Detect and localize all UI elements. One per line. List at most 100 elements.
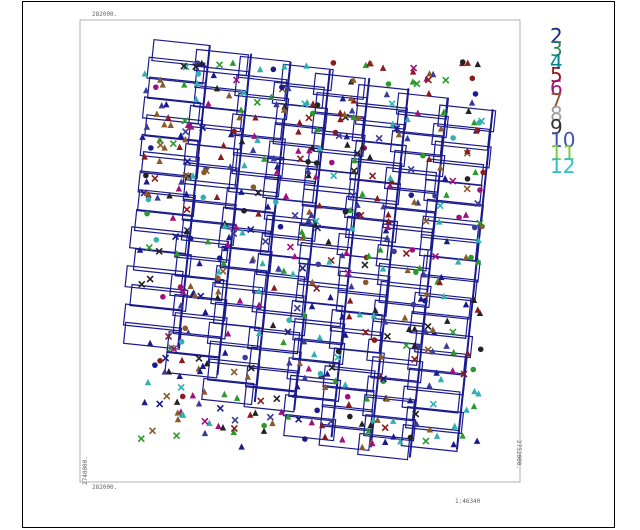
station-triangle — [462, 301, 470, 308]
station-triangle — [409, 78, 417, 85]
station-cross — [411, 355, 419, 363]
station-triangle — [339, 251, 346, 259]
station-triangle — [201, 429, 209, 437]
station-triangle — [374, 194, 381, 202]
station-triangle — [316, 334, 323, 341]
legend-entry: 7 — [550, 89, 563, 113]
grid-cell — [251, 290, 305, 318]
station-cross — [476, 219, 484, 227]
station-triangle — [395, 131, 403, 138]
station-cross — [379, 375, 387, 383]
station-triangle — [296, 359, 304, 367]
station-triangle — [141, 398, 148, 406]
grid-cell — [124, 265, 184, 294]
station-triangle — [244, 373, 251, 380]
station-cross — [442, 76, 450, 84]
grid-cell — [206, 321, 260, 350]
station-triangle — [259, 259, 266, 267]
station-triangle — [464, 59, 471, 66]
station-triangle — [437, 375, 445, 383]
station-triangle — [182, 135, 189, 143]
station-triangle — [470, 402, 478, 410]
station-triangle — [389, 417, 397, 424]
station-dot — [410, 301, 417, 308]
station-triangle — [385, 217, 392, 225]
station-triangle — [175, 185, 183, 192]
station-dot — [214, 275, 221, 281]
station-triangle — [472, 168, 479, 176]
grid-cell — [288, 374, 342, 403]
station-triangle — [261, 155, 268, 162]
station-dot — [472, 91, 479, 97]
station-triangle — [227, 163, 234, 170]
station-cross — [253, 98, 261, 106]
station-triangle — [295, 128, 302, 135]
station-dot — [143, 172, 149, 179]
station-cross — [230, 368, 238, 376]
grid-cell — [404, 406, 465, 435]
station-cross — [199, 124, 207, 132]
station-triangle — [280, 106, 288, 113]
station-triangle — [156, 157, 163, 165]
station-triangle — [318, 421, 326, 429]
station-triangle — [303, 62, 310, 69]
station-triangle — [267, 93, 275, 101]
station-triangle — [270, 284, 278, 291]
station-triangle — [473, 437, 481, 444]
grid-cell — [349, 157, 403, 186]
station-triangle — [385, 211, 392, 218]
station-cross — [148, 427, 157, 435]
station-triangle — [314, 125, 321, 133]
station-dot — [194, 60, 201, 66]
station-cross — [182, 128, 190, 136]
station-triangle — [468, 99, 476, 106]
station-cross — [146, 275, 154, 283]
legend-entry: 4 — [550, 50, 563, 74]
station-triangle — [201, 388, 208, 395]
grid-cell — [370, 355, 424, 384]
station-dot — [231, 128, 237, 135]
station-triangle — [342, 381, 349, 388]
station-triangle — [269, 419, 276, 427]
station-triangle — [141, 153, 148, 160]
legend-entry: 6 — [550, 76, 563, 100]
station-cross — [230, 229, 238, 238]
station-dot — [477, 187, 483, 193]
station-cross — [460, 370, 468, 378]
station-cross — [137, 435, 145, 443]
station-triangle — [324, 370, 331, 377]
station-triangle — [404, 134, 411, 142]
station-triangle — [196, 367, 204, 375]
station-triangle — [349, 224, 356, 232]
station-cross — [195, 354, 203, 363]
station-cross — [375, 134, 383, 142]
grid-cell — [122, 321, 183, 350]
grid-cell — [329, 309, 383, 337]
grid-cell — [354, 102, 409, 130]
station-triangle — [273, 168, 281, 175]
station-dot — [153, 84, 159, 90]
grid-cell — [201, 377, 255, 406]
station-triangle — [449, 367, 456, 374]
station-triangle — [144, 378, 152, 386]
station-triangle — [443, 191, 450, 198]
station-dot — [148, 145, 154, 151]
station-triangle — [363, 395, 371, 402]
grid-cell — [253, 308, 308, 337]
station-triangle — [404, 266, 411, 274]
station-triangle — [305, 216, 312, 224]
station-triangle — [189, 392, 197, 399]
station-triangle — [383, 395, 391, 402]
station-triangle — [139, 133, 146, 140]
grid-cell — [437, 104, 497, 133]
legend-entry: 10 — [550, 128, 575, 152]
station-dot — [179, 393, 186, 400]
station-cross — [364, 428, 372, 436]
station-dot — [152, 362, 158, 368]
station-triangle — [228, 130, 235, 138]
station-triangle — [438, 273, 445, 281]
station-triangle — [236, 297, 244, 304]
station-triangle — [367, 421, 374, 429]
station-triangle — [423, 290, 430, 297]
